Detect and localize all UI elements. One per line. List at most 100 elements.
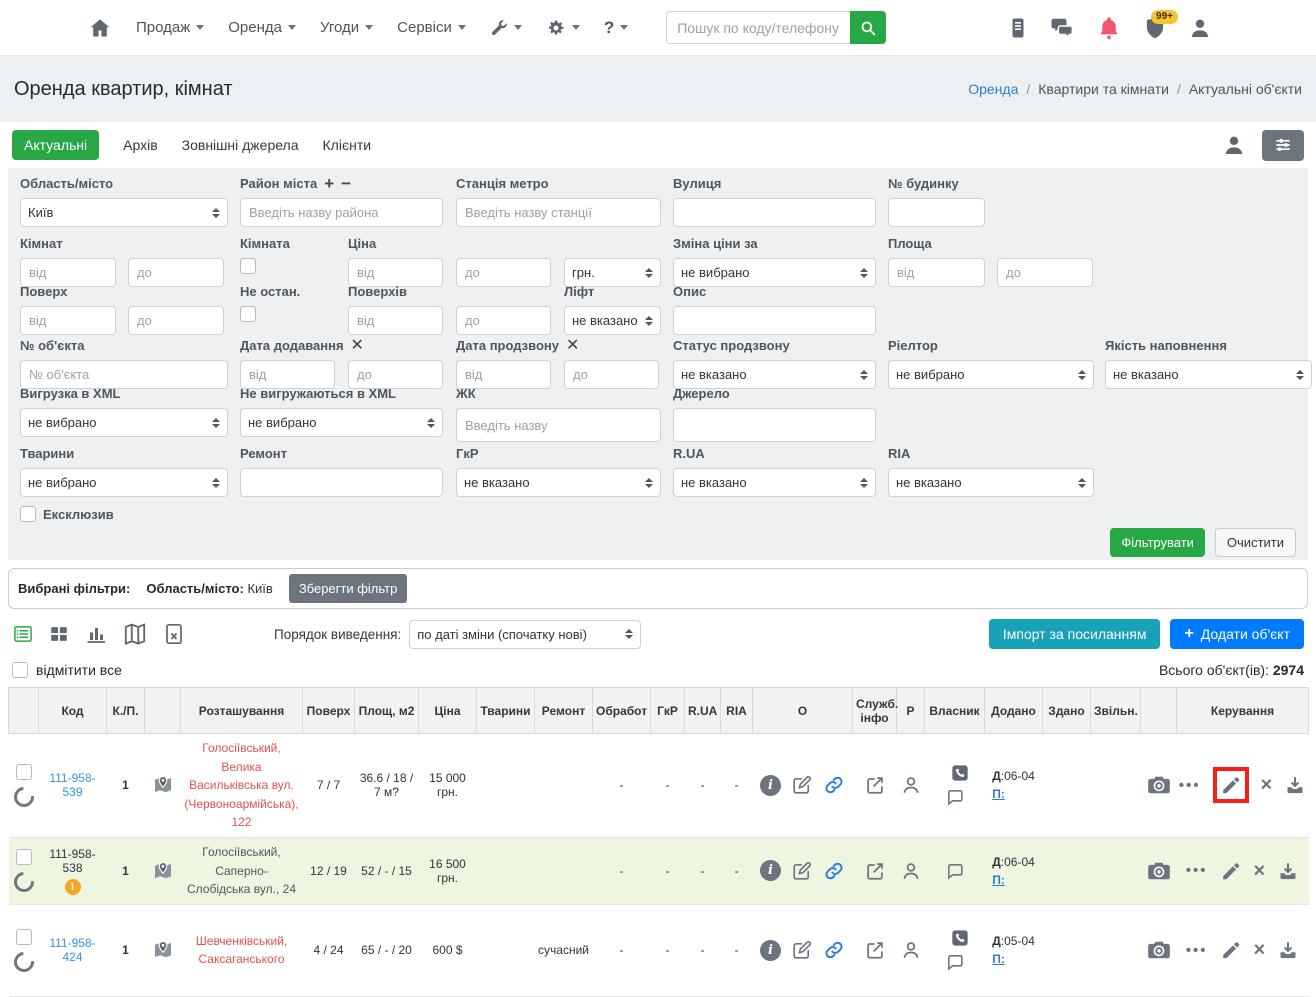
menu-orenda[interactable]: Оренда xyxy=(228,19,296,36)
user-icon[interactable] xyxy=(1222,133,1246,157)
camera-icon[interactable] xyxy=(1144,858,1174,884)
metro-input[interactable] xyxy=(456,198,661,227)
location-link[interactable]: Голосіївський, Велика Васильківська вул.… xyxy=(184,741,299,830)
call-date-link[interactable]: П: xyxy=(992,952,1005,967)
edit-pencil-icon[interactable] xyxy=(1220,774,1242,796)
camera-icon[interactable] xyxy=(1144,937,1174,963)
repair-input[interactable] xyxy=(240,468,443,497)
row-checkbox[interactable] xyxy=(15,849,32,866)
bell-icon[interactable] xyxy=(1096,15,1122,41)
link-icon[interactable] xyxy=(823,860,845,882)
object-id-input[interactable] xyxy=(20,360,228,389)
external-link-icon[interactable] xyxy=(856,939,894,961)
complex-input[interactable] xyxy=(456,408,661,442)
sort-select[interactable]: по даті зміни (спочатку нові) xyxy=(409,619,642,649)
camera-icon[interactable] xyxy=(1144,772,1174,798)
area-to-input[interactable] xyxy=(997,258,1093,287)
menu-prodazh[interactable]: Продаж xyxy=(136,19,205,36)
gkr-select[interactable]: не вказано xyxy=(456,468,661,497)
row-checkbox[interactable] xyxy=(15,763,32,780)
date-call-from-input[interactable] xyxy=(456,360,551,389)
menu-settings[interactable] xyxy=(546,18,580,38)
floor-from-input[interactable] xyxy=(20,306,116,335)
object-code-link[interactable]: 111-958-424 xyxy=(49,936,96,965)
search-input[interactable] xyxy=(666,11,851,44)
date-added-from-input[interactable] xyxy=(240,360,335,389)
grid-view-icon[interactable] xyxy=(48,623,70,645)
call-date-link[interactable]: П: xyxy=(992,787,1005,802)
excel-export-icon[interactable] xyxy=(162,622,186,646)
profile-icon[interactable] xyxy=(1188,16,1212,40)
link-icon[interactable] xyxy=(823,939,845,961)
tab-arkhiv[interactable]: Архів xyxy=(123,137,158,153)
call-date-link[interactable]: П: xyxy=(992,872,1005,887)
phone-icon[interactable] xyxy=(950,763,970,783)
home-icon[interactable] xyxy=(88,16,112,40)
edit-note-icon[interactable] xyxy=(791,774,813,796)
edit-note-icon[interactable] xyxy=(791,860,813,882)
map-marker-icon[interactable] xyxy=(148,938,178,962)
realtor-icon[interactable] xyxy=(900,860,922,882)
more-actions-icon[interactable]: ••• xyxy=(1185,941,1208,959)
import-by-link-button[interactable]: Імпорт за посиланням xyxy=(988,619,1161,649)
room-checkbox[interactable] xyxy=(240,258,256,274)
house-number-input[interactable] xyxy=(888,198,985,227)
chart-view-icon[interactable] xyxy=(84,622,108,646)
pets-select[interactable]: не вибрано xyxy=(20,468,228,497)
download-icon[interactable] xyxy=(1277,939,1299,961)
more-actions-icon[interactable]: ••• xyxy=(1178,776,1201,794)
add-object-button[interactable]: + Додати об'єкт xyxy=(1170,619,1304,649)
map-view-icon[interactable] xyxy=(122,621,148,647)
list-view-icon[interactable] xyxy=(12,623,34,645)
lift-select[interactable]: не вказано xyxy=(564,306,661,335)
download-icon[interactable] xyxy=(1284,774,1306,796)
menu-help[interactable]: ? xyxy=(604,18,629,38)
edit-note-icon[interactable] xyxy=(791,939,813,961)
info-icon[interactable]: i xyxy=(760,939,781,961)
menu-servisy[interactable]: Сервіси xyxy=(397,19,466,36)
link-icon[interactable] xyxy=(823,774,845,796)
floor-to-input[interactable] xyxy=(128,306,224,335)
map-marker-icon[interactable] xyxy=(148,773,178,797)
street-input[interactable] xyxy=(673,198,876,227)
xml-exclude-select[interactable]: не вибрано xyxy=(240,408,443,437)
tab-aktualni[interactable]: Актуальні xyxy=(12,130,100,160)
floors-from-input[interactable] xyxy=(348,306,443,335)
date-added-clear-icon[interactable]: ✕ xyxy=(350,336,364,354)
external-link-icon[interactable] xyxy=(856,774,894,796)
map-marker-icon[interactable] xyxy=(148,859,178,883)
not-last-checkbox[interactable] xyxy=(240,306,256,322)
district-add-icon[interactable]: + xyxy=(324,173,335,193)
comment-icon[interactable] xyxy=(945,787,965,807)
menu-tools[interactable] xyxy=(490,19,522,37)
edit-pencil-icon[interactable] xyxy=(1220,939,1242,961)
download-icon[interactable] xyxy=(1277,860,1299,882)
info-icon[interactable]: i xyxy=(760,774,781,796)
rooms-to-input[interactable] xyxy=(128,258,224,287)
price-from-input[interactable] xyxy=(348,258,443,287)
rua-select[interactable]: не вказано xyxy=(673,468,876,497)
journal-icon[interactable] xyxy=(1006,16,1030,40)
info-icon[interactable]: i xyxy=(760,860,781,882)
delete-icon[interactable]: × xyxy=(1253,859,1266,882)
xml-upload-select[interactable]: не вибрано xyxy=(20,408,228,437)
object-code[interactable]: 111-958-538 xyxy=(49,846,96,875)
region-select[interactable]: Київ xyxy=(20,198,228,227)
row-checkbox[interactable] xyxy=(15,928,32,945)
realtor-icon[interactable] xyxy=(900,774,922,796)
date-call-clear-icon[interactable]: ✕ xyxy=(565,336,580,354)
menu-ugody[interactable]: Угоди xyxy=(320,19,374,36)
floors-to-input[interactable] xyxy=(456,306,551,335)
phone-icon[interactable] xyxy=(950,928,970,948)
search-button[interactable] xyxy=(850,11,887,44)
call-status-select[interactable]: не вказано xyxy=(673,360,876,389)
description-input[interactable] xyxy=(673,306,876,335)
area-from-input[interactable] xyxy=(888,258,985,287)
price-to-input[interactable] xyxy=(456,258,551,287)
filter-settings-button[interactable] xyxy=(1262,129,1304,161)
object-code-link[interactable]: 111-958-539 xyxy=(49,771,96,800)
notifications-shield[interactable]: 99+ xyxy=(1142,9,1178,41)
exclusive-checkbox[interactable] xyxy=(20,506,36,522)
select-all-checkbox[interactable] xyxy=(12,662,28,678)
realtor-select[interactable]: не вибрано xyxy=(888,360,1094,389)
